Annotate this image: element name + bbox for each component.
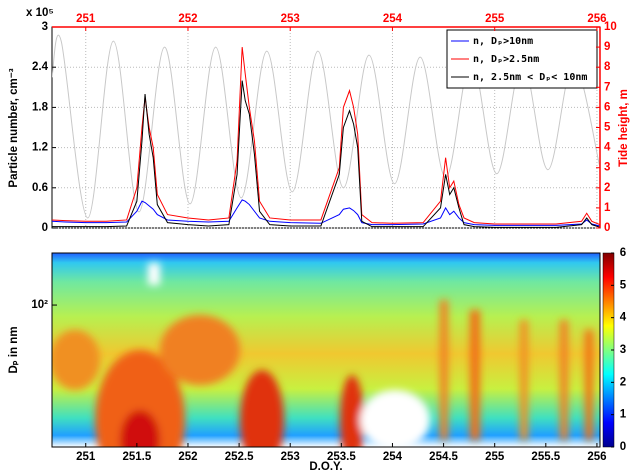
y2-tick-label: 0	[604, 222, 610, 234]
y-tick-label: 1.8	[32, 101, 49, 113]
x-tick-label: 251.5	[122, 451, 151, 463]
x-axis-label: D.O.Y.	[309, 461, 342, 473]
x-tick-label: 254.5	[429, 451, 458, 463]
plot-frame	[51, 252, 601, 448]
x-tick-label: 253.5	[327, 451, 356, 463]
top-panel: x 10⁵ Particle number, cm⁻³ Tide height,…	[8, 7, 630, 234]
x-tick-label: 252	[178, 13, 197, 25]
x-tick-label: 255	[485, 13, 505, 25]
colorbar-tick-label: 2	[620, 376, 626, 388]
heatmap-image	[52, 253, 600, 447]
y-tick-label: 10²	[31, 299, 48, 311]
legend-box	[446, 29, 598, 89]
heatmap-features	[52, 263, 593, 447]
series-line	[52, 34, 600, 219]
colorbar-tick-label: 0	[620, 441, 626, 453]
heat-blob	[340, 375, 364, 447]
y2-axis-label: Tide height, m	[618, 89, 630, 167]
y-multiplier: x 10⁵	[26, 7, 54, 19]
heat-blob	[160, 315, 240, 385]
y2-tick-label: 8	[604, 61, 611, 73]
heat-stripe	[585, 330, 593, 440]
y-axis-label: Dₚ in nm	[8, 326, 20, 373]
x-tick-label: 254	[383, 451, 403, 463]
colorbar-tick-label: 6	[620, 247, 626, 259]
colorbar-tick-label: 5	[620, 279, 627, 291]
legend: n, Dₚ>10nm n, Dₚ>2.5nm n, 2.5nm < Dₚ< 10nm	[446, 29, 598, 89]
y2-tick-label: 1	[604, 202, 611, 214]
y2-tick-label: 3	[604, 162, 610, 174]
y2-tick-label: 7	[604, 81, 610, 93]
series-line	[52, 199, 600, 227]
heat-blob	[240, 370, 284, 447]
x-tick-label: 251	[76, 13, 96, 25]
x-tick-label: 253	[281, 13, 300, 25]
x-tick-label: 252	[178, 451, 197, 463]
legend-label: n, Dₚ>10nm	[473, 36, 533, 47]
series-line	[52, 80, 600, 228]
y2-tick-label: 2	[604, 182, 610, 194]
x-tick-label: 255.5	[531, 451, 560, 463]
empty-region	[148, 263, 160, 285]
heat-stripe	[560, 320, 568, 440]
heat-blob	[52, 330, 100, 390]
colorbar-tick-label: 1	[620, 409, 627, 421]
y-tick-label: 1.2	[32, 142, 48, 154]
heat-stripe	[440, 300, 448, 440]
heat-blob	[120, 410, 160, 447]
x-tick-label: 256	[587, 451, 606, 463]
axes: 251 251.5 252 252.5 253 253.5 254 254.5 255 255.5…	[31, 247, 626, 463]
legend-label: n, Dₚ>2.5nm	[473, 54, 539, 65]
y-tick-label: 3	[42, 21, 48, 33]
y-tick-label: 2.4	[32, 61, 49, 73]
heat-stripe	[520, 320, 528, 440]
heat-stripe	[470, 310, 480, 440]
heat-blob	[95, 350, 185, 447]
x-tick-label: 254	[383, 13, 403, 25]
lines	[52, 34, 600, 228]
x-tick-label: 253	[281, 451, 300, 463]
x-tick-label: 252.5	[225, 451, 254, 463]
y-tick-label: 0	[42, 222, 48, 234]
bottom-panel: 251 251.5 252 252.5 253 253.5 254 254.5 255 255.5…	[8, 247, 627, 473]
x-tick-label: 256	[587, 13, 606, 25]
colorbar-tick-label: 3	[620, 344, 626, 356]
y2-tick-label: 9	[604, 41, 610, 53]
y2-tick-label: 10	[604, 21, 617, 33]
x-tick-label: 251	[76, 451, 96, 463]
y2-tick-label: 4	[604, 142, 611, 154]
legend-label: n, 2.5nm < Dₚ< 10nm	[473, 72, 587, 83]
colorbar-tick-label: 4	[620, 312, 627, 324]
empty-region	[360, 390, 430, 447]
y-tick-label: 0.6	[32, 182, 48, 194]
y2-tick-label: 6	[604, 101, 610, 113]
y-axis-label: Particle number, cm⁻³	[8, 68, 20, 187]
x-tick-label: 255	[485, 451, 505, 463]
y2-tick-label: 5	[604, 122, 611, 134]
